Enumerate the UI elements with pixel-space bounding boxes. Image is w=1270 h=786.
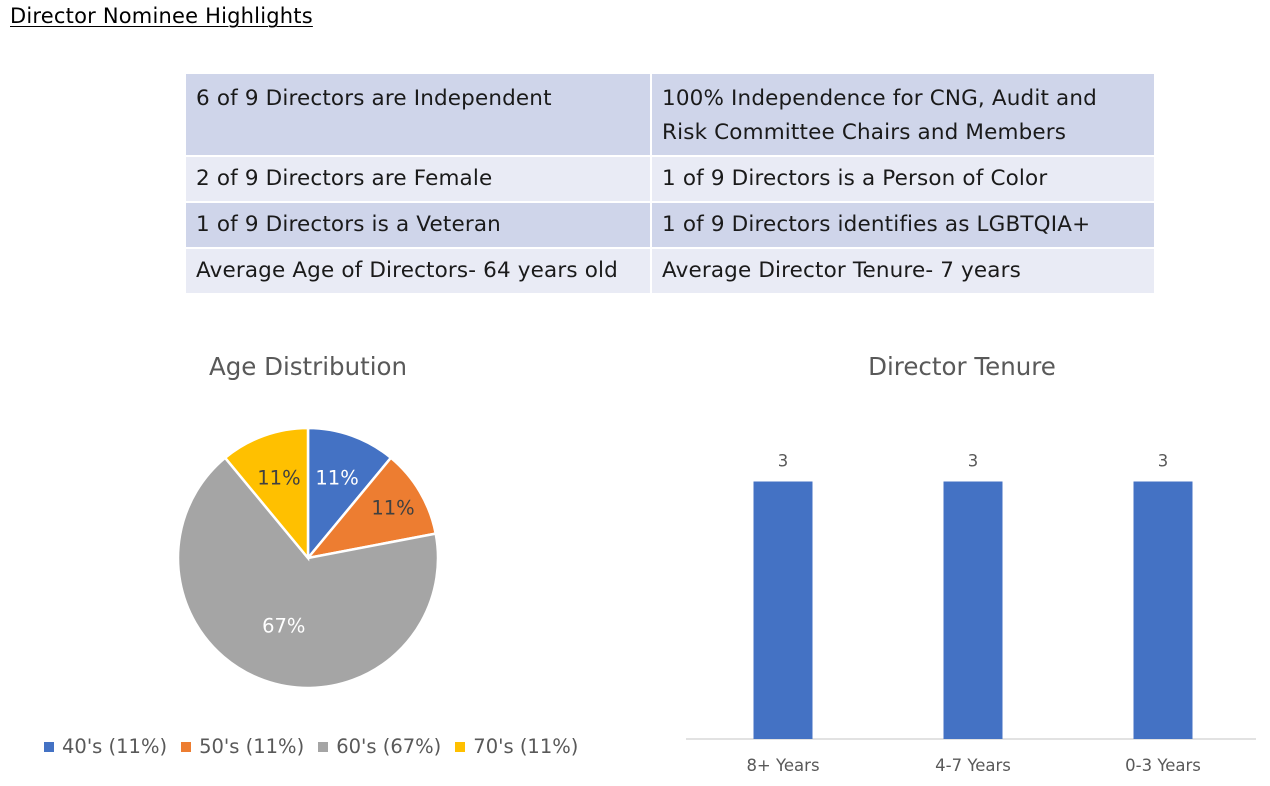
legend-item: 50's (11%) bbox=[181, 735, 304, 758]
bar-0-3-years bbox=[1133, 481, 1193, 739]
legend-swatch bbox=[181, 741, 192, 752]
x-tick-label: 8+ Years bbox=[746, 756, 819, 775]
legend-swatch bbox=[318, 741, 329, 752]
legend-swatch bbox=[44, 741, 54, 752]
legend-label: 60's (67%) bbox=[336, 735, 442, 758]
bar-data-label: 3 bbox=[968, 452, 979, 471]
table-row: 1 of 9 Directors is a Veteran 1 of 9 Dir… bbox=[184, 201, 1156, 249]
x-tick-label: 0-3 Years bbox=[1125, 756, 1201, 775]
age-legend: 40's (11%) 50's (11%) 60's (67%) 70's (11%) bbox=[44, 735, 578, 758]
bar-4-7-years bbox=[943, 481, 1003, 739]
table-cell: Average Age of Directors- 64 years old bbox=[184, 247, 652, 295]
pie-slice-50s bbox=[304, 456, 438, 560]
legend-swatch bbox=[455, 741, 466, 752]
table-cell: Average Director Tenure- 7 years bbox=[650, 247, 1156, 295]
pie-slice-70s bbox=[223, 426, 310, 562]
pie-slice-40s bbox=[306, 426, 393, 562]
table-row: Average Age of Directors- 64 years old A… bbox=[184, 247, 1156, 295]
legend-label: 40's (11%) bbox=[62, 735, 168, 758]
table-row: 6 of 9 Directors are Independent 100% In… bbox=[184, 72, 1156, 157]
table-row: 2 of 9 Directors are Female 1 of 9 Direc… bbox=[184, 155, 1156, 203]
table-cell: 2 of 9 Directors are Female bbox=[184, 155, 652, 203]
pie-data-label: 11% bbox=[371, 497, 414, 520]
legend-label: 70's (11%) bbox=[473, 735, 579, 758]
table-cell: 100% Independence for CNG, Audit and Ris… bbox=[650, 72, 1156, 157]
pie-slice-60s bbox=[176, 456, 440, 690]
table-cell: 1 of 9 Directors identifies as LGBTQIA+ bbox=[650, 201, 1156, 249]
bar-data-label: 3 bbox=[1158, 452, 1169, 471]
highlights-table: 6 of 9 Directors are Independent 100% In… bbox=[184, 72, 1156, 295]
pie-data-label: 67% bbox=[262, 614, 305, 637]
age-chart-title: Age Distribution bbox=[208, 352, 408, 381]
legend-label: 50's (11%) bbox=[199, 735, 305, 758]
table-cell: 6 of 9 Directors are Independent bbox=[184, 72, 652, 157]
legend-item: 60's (67%) bbox=[318, 735, 441, 758]
bar-data-label: 3 bbox=[778, 452, 789, 471]
legend-item: 40's (11%) bbox=[44, 735, 167, 758]
table-cell: 1 of 9 Directors is a Person of Color bbox=[650, 155, 1156, 203]
x-tick-label: 4-7 Years bbox=[935, 756, 1011, 775]
table-cell: 1 of 9 Directors is a Veteran bbox=[184, 201, 652, 249]
page-title: Director Nominee Highlights bbox=[10, 4, 313, 28]
pie-data-label: 11% bbox=[257, 466, 300, 489]
legend-item: 70's (11%) bbox=[455, 735, 578, 758]
pie-data-label: 11% bbox=[315, 466, 358, 489]
tenure-chart-title: Director Tenure bbox=[868, 352, 1056, 381]
bar-8--years bbox=[753, 481, 813, 739]
